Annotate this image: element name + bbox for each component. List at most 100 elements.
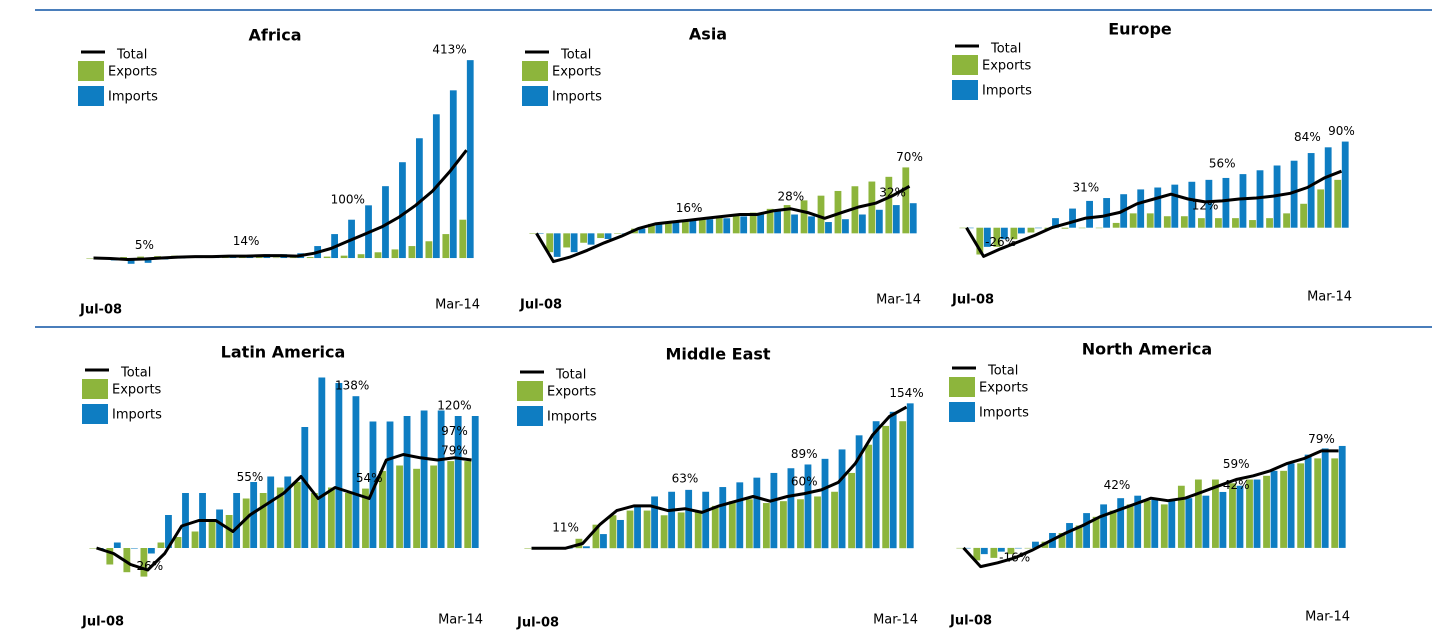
total-line bbox=[93, 149, 468, 261]
bar bbox=[276, 487, 284, 548]
bar bbox=[524, 548, 532, 549]
legend-swatch bbox=[78, 61, 104, 81]
panel: Africa 5% 14% 100% 413% Jul-08 Mar-14 Total Expo… bbox=[78, 26, 480, 318]
bar bbox=[580, 233, 588, 243]
bar bbox=[471, 416, 479, 548]
legend-swatch bbox=[949, 377, 975, 397]
bar bbox=[1219, 491, 1227, 548]
bar bbox=[1168, 500, 1176, 548]
bar bbox=[1078, 227, 1086, 229]
panel: Middle East 11% 63% 89% 60% 154% Jul-08 Mar-14 T… bbox=[516, 345, 924, 631]
bar bbox=[357, 254, 365, 259]
x-tick-label: Jul-08 bbox=[516, 616, 559, 631]
annotation: 14% bbox=[233, 234, 260, 248]
bar bbox=[413, 468, 421, 548]
legend-label: Total bbox=[987, 364, 1018, 379]
bar bbox=[174, 537, 182, 548]
bar bbox=[340, 255, 348, 259]
bar bbox=[1017, 227, 1025, 234]
bar bbox=[86, 258, 94, 259]
bar bbox=[1253, 479, 1261, 548]
bar bbox=[762, 503, 770, 549]
bar bbox=[1035, 227, 1042, 229]
bar bbox=[267, 476, 275, 548]
panel: Latin America -26% 55% 138% 54% 120% 97% 79% Jul… bbox=[81, 343, 483, 630]
bar bbox=[757, 214, 765, 234]
bar bbox=[1095, 227, 1103, 229]
bar bbox=[963, 547, 971, 549]
bar bbox=[386, 421, 394, 548]
bar bbox=[1014, 547, 1022, 549]
bar bbox=[1338, 445, 1346, 548]
x-tick-label: Mar-14 bbox=[435, 298, 480, 313]
total-line bbox=[96, 453, 472, 572]
bar bbox=[123, 548, 131, 573]
bar bbox=[449, 90, 457, 259]
bar bbox=[604, 233, 612, 239]
bar bbox=[875, 209, 883, 234]
bar bbox=[1249, 220, 1256, 228]
legend-label: Imports bbox=[979, 406, 1029, 421]
bar bbox=[770, 472, 778, 549]
bar bbox=[587, 233, 595, 245]
bar bbox=[1304, 454, 1312, 548]
chart-title: Africa bbox=[249, 26, 302, 45]
bar bbox=[783, 205, 791, 234]
bar bbox=[106, 548, 114, 565]
x-tick-label: Mar-14 bbox=[873, 613, 918, 628]
bar bbox=[454, 416, 462, 548]
bar bbox=[1270, 470, 1278, 548]
bar bbox=[1163, 216, 1171, 228]
bar bbox=[740, 216, 748, 234]
x-tick-label: Mar-14 bbox=[876, 293, 921, 308]
bar bbox=[1290, 160, 1298, 228]
bar bbox=[1324, 147, 1332, 228]
bar bbox=[1300, 203, 1308, 228]
legend-swatch bbox=[82, 404, 108, 424]
bar bbox=[225, 515, 233, 548]
bar bbox=[374, 252, 382, 259]
bar bbox=[728, 501, 736, 549]
bar bbox=[570, 233, 578, 253]
bar bbox=[980, 547, 988, 555]
bar bbox=[1010, 227, 1018, 240]
x-tick-label: Mar-14 bbox=[438, 613, 483, 628]
annotation: 42% bbox=[1223, 478, 1250, 492]
bar bbox=[272, 257, 280, 259]
annotation: 59% bbox=[1223, 457, 1250, 471]
annotation: 31% bbox=[1072, 181, 1099, 195]
bar bbox=[1232, 218, 1239, 228]
legend-swatch bbox=[517, 406, 543, 426]
bar bbox=[983, 227, 991, 247]
bar bbox=[553, 233, 561, 257]
bar bbox=[1027, 227, 1035, 233]
bar bbox=[437, 410, 445, 548]
bar bbox=[1202, 495, 1210, 548]
bar bbox=[113, 542, 121, 548]
bar bbox=[753, 477, 761, 549]
bar bbox=[391, 249, 399, 259]
bar bbox=[1126, 504, 1134, 548]
bar bbox=[259, 493, 267, 548]
x-tick-label: Mar-14 bbox=[1307, 290, 1352, 305]
panel: Asia 16% 28% 70% 32% Jul-08 Mar-14 Total Exports… bbox=[519, 25, 923, 313]
chart-title: Middle East bbox=[665, 345, 770, 364]
bar bbox=[749, 212, 757, 234]
bar bbox=[842, 219, 849, 234]
annotation: 97% bbox=[441, 424, 468, 438]
bar bbox=[909, 203, 917, 234]
bar bbox=[250, 482, 258, 548]
annotation: 60% bbox=[791, 474, 818, 488]
annotation: -16% bbox=[999, 550, 1030, 564]
bar bbox=[990, 547, 998, 558]
bar bbox=[787, 468, 795, 549]
bar bbox=[745, 499, 753, 549]
bar bbox=[1205, 179, 1213, 228]
bar bbox=[182, 493, 189, 548]
bar bbox=[1061, 227, 1069, 229]
annotation: 84% bbox=[1294, 130, 1321, 144]
bar bbox=[838, 449, 846, 549]
bar bbox=[1000, 227, 1008, 240]
x-tick-label: Jul-08 bbox=[519, 298, 562, 313]
bar bbox=[597, 233, 604, 239]
